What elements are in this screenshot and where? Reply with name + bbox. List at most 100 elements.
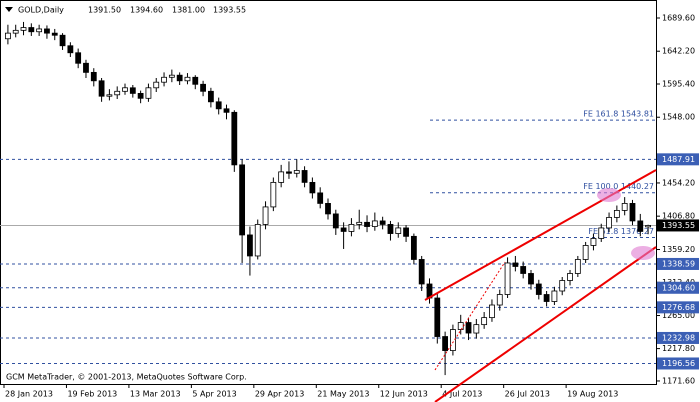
candle-body [512,262,519,267]
header-value: 1391.50 [88,6,121,15]
candle-body [356,221,363,225]
level-badge [657,281,699,294]
candle-body [75,52,82,64]
candle-body [67,45,74,54]
y-tick-label: 1548.00 [662,113,695,122]
candle-body [20,27,27,31]
candle-body [90,71,97,82]
candle-body [278,171,285,183]
y-tick-label: 1595.40 [662,80,695,89]
candle-body [364,221,370,227]
candle-body [231,111,238,166]
candle-body [442,336,449,351]
candle-body [309,181,316,194]
candle-body [379,220,386,225]
level-label: 1276.68 [662,303,695,312]
candle-body [223,108,230,113]
candle-body [317,192,324,204]
candle-body [496,294,503,306]
candle-body [590,238,597,246]
y-tick-label: 1642.20 [662,47,695,56]
candle-body [98,80,105,97]
x-tick-label: 29 Apr 2013 [255,390,304,399]
header-value: 1393.55 [213,6,246,15]
x-tick-label: 21 May 2013 [317,390,369,399]
y-tick-label: 1454.20 [662,178,695,187]
candle-body [44,28,50,34]
candle-body [481,317,488,326]
candle-body [543,294,550,302]
candle-body [145,87,152,99]
candle-body [239,164,246,236]
fe-label: FE 161.8 1543.81 [583,110,654,119]
y-tick-label: 1359.20 [662,245,695,254]
level-badge [657,301,699,314]
level-badge [657,331,699,344]
x-tick-label: 28 Jan 2013 [5,390,53,399]
candle-body [504,262,511,295]
candle-body [410,235,417,260]
candle-body [51,32,58,36]
menu-icon [5,7,13,12]
candle-body [12,29,19,34]
candle-body [207,90,214,103]
candle-body [192,76,199,85]
level-badge [657,357,699,370]
candle-body [559,280,566,292]
candle-body [286,171,292,174]
y-tick-label: 1406.80 [662,212,695,221]
candle-body [606,217,612,229]
candle-body [434,297,441,337]
last-price-badge [657,219,699,232]
candle-body [5,32,11,40]
candle-body [535,283,542,295]
candle-body [129,87,136,94]
level-label: 1487.91 [662,155,695,164]
candle-body [645,225,651,228]
price-labels: 1487.91 1338.59 1304.60 1276.68 1232.98 1196.… [657,153,699,370]
candle-body [176,74,183,82]
candle-body [387,224,394,234]
candle-body [598,227,605,239]
level-label: 1304.60 [662,283,695,292]
candle-body [301,170,308,183]
highlight [597,188,621,202]
x-tick-label: 26 Jul 2013 [505,390,550,399]
channel-lower [434,246,657,402]
candle-body [168,74,175,78]
candle-body [465,322,472,334]
candle-body [106,94,113,97]
candle-body [582,245,589,260]
y-tick-label: 1171.60 [662,376,695,385]
candle-body [637,220,644,232]
candle-body [473,324,480,334]
candle-body [293,170,300,174]
level-badge [657,257,699,270]
candle-body [348,224,355,232]
fe-label: FE 100.0 1440.27 [583,182,654,191]
candle-body [574,259,581,274]
candle-body [270,181,277,208]
x-tick-label: 13 Mar 2013 [130,390,181,399]
candle-body [28,27,35,33]
candle-body [450,329,456,351]
candle-body [528,273,534,285]
candle-body [567,273,573,281]
candle-body [114,90,121,96]
footer: GCM MetaTrader, © 2001-2013, MetaQuotes … [6,373,247,382]
candle-body [200,83,206,92]
y-tick-label: 1689.60 [662,14,695,23]
candle-body [551,290,558,302]
candle-body [520,266,527,274]
candle-body [325,203,331,215]
level-label: 1196.56 [662,359,695,368]
candle-body [613,210,620,218]
candle-body [215,101,222,110]
candle-body [418,259,425,285]
candle-body [629,203,636,222]
y-tick-label: 1265.00 [662,311,695,320]
candle-body [262,206,269,225]
candle-body [153,81,160,89]
chart-title: GOLD,Daily [18,6,64,15]
